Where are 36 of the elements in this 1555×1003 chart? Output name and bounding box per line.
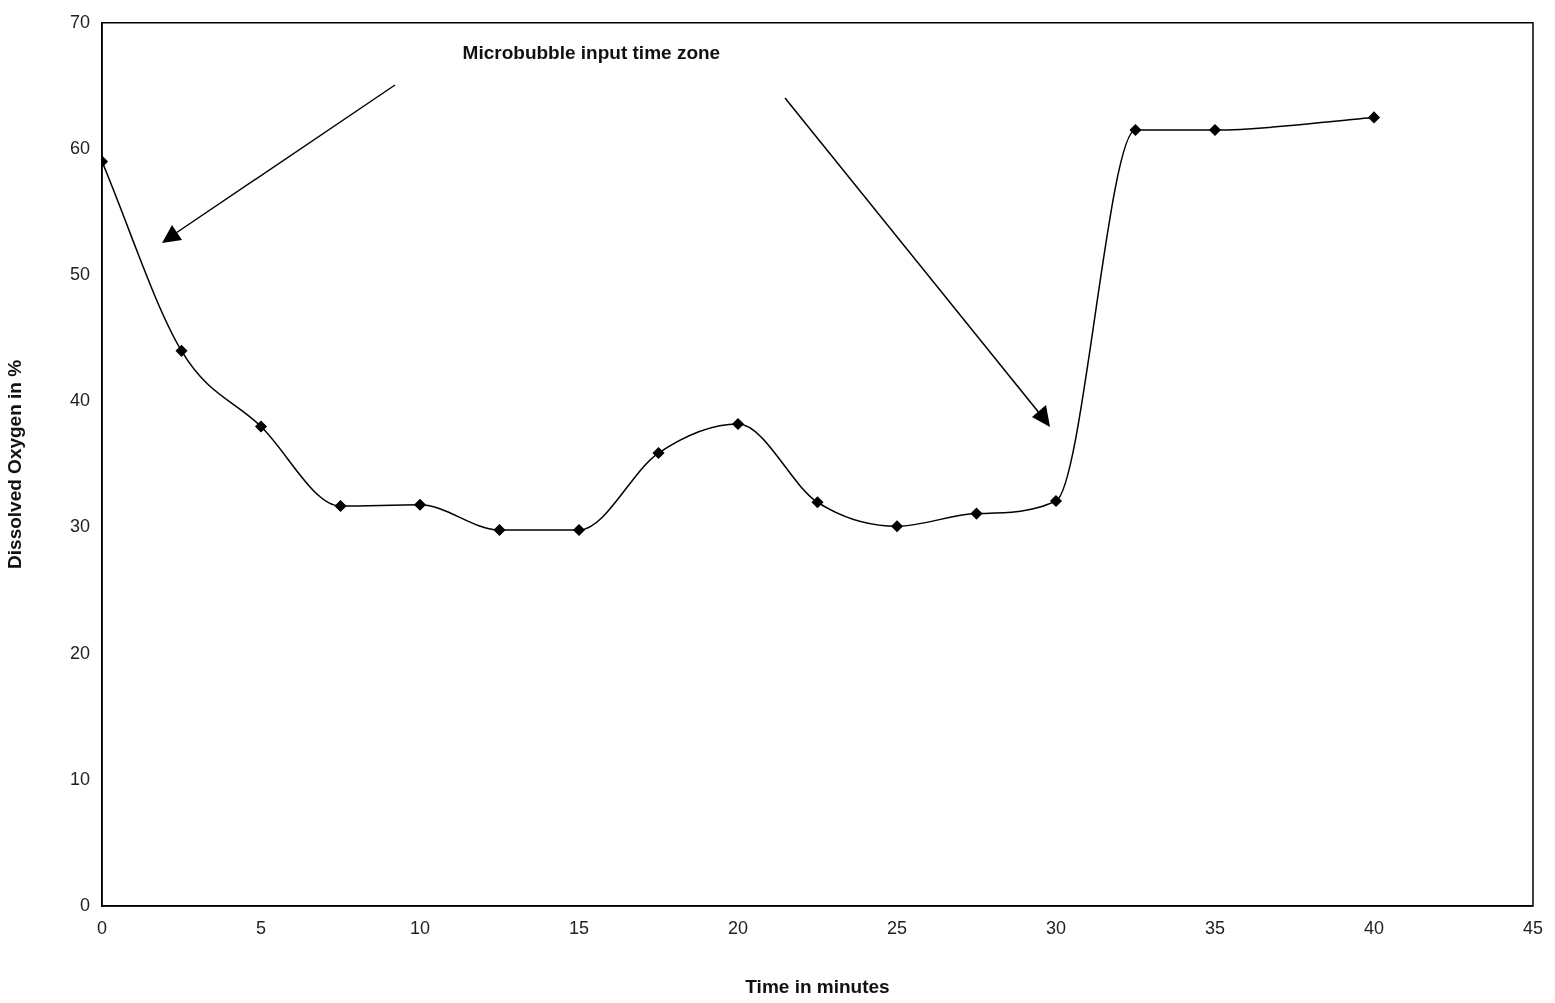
point: [811, 496, 824, 508]
point: [652, 447, 665, 459]
point: [732, 418, 744, 430]
y-tick-label: 30: [69, 516, 90, 537]
point: [573, 524, 585, 536]
y-tick-label: 10: [69, 768, 90, 789]
point: [1368, 111, 1380, 124]
x-tick-label: 30: [1045, 917, 1067, 938]
point: [891, 520, 903, 532]
x-tick-label: 20: [727, 917, 749, 938]
y-tick-label: 60: [69, 137, 90, 158]
x-tick-label: 25: [886, 917, 908, 938]
point: [1050, 495, 1062, 507]
point: [414, 499, 426, 511]
y-tick-label: 20: [69, 642, 90, 663]
x-tick-label: 45: [1522, 917, 1543, 938]
point: [175, 345, 188, 357]
point: [255, 420, 267, 433]
point: [1209, 124, 1221, 136]
point: [334, 500, 347, 512]
point: [970, 507, 983, 520]
annotation: Microbubble input time zone: [462, 42, 721, 64]
y-tick-label: 50: [69, 264, 90, 285]
y-tick-label: 70: [69, 11, 90, 32]
x-tick-label: 0: [96, 917, 108, 938]
x-tick-label: 10: [409, 917, 431, 938]
point: [1129, 124, 1142, 136]
x-tick-label: 5: [255, 917, 267, 938]
y-axis-title: Dissolved Oxygen in %: [3, 359, 25, 569]
y-tick-label: 40: [69, 390, 90, 411]
x-tick-label: 35: [1204, 917, 1226, 938]
y-tick-label: 0: [79, 894, 90, 915]
x-tick-label: 40: [1363, 917, 1385, 938]
point: [493, 524, 506, 536]
x-tick-label: 15: [568, 917, 590, 938]
x-axis-title: Time in minutes: [745, 975, 890, 997]
